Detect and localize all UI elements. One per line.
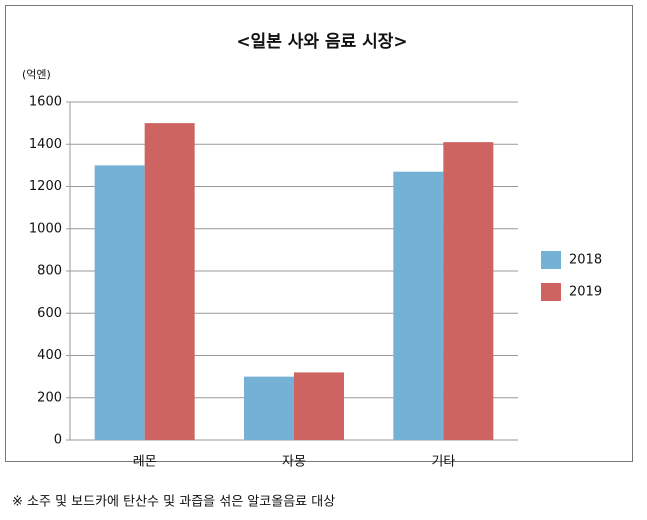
y-tick-label: 1600	[29, 95, 62, 110]
y-tick-label: 400	[37, 348, 62, 363]
y-tick-label: 800	[37, 264, 62, 279]
bar	[294, 372, 344, 440]
bar	[244, 376, 294, 440]
y-tick-label: 1400	[29, 137, 62, 152]
y-tick-label: 0	[54, 433, 62, 448]
y-unit: (억엔)	[22, 68, 51, 81]
chart-title: <일본 사와 음료 시장>	[236, 32, 407, 52]
y-tick-label: 1200	[29, 179, 62, 194]
x-tick-label: 기타	[431, 455, 455, 470]
y-tick-label: 200	[37, 390, 62, 405]
x-tick-label: 레몬	[133, 455, 157, 470]
legend-label: 2019	[569, 285, 602, 300]
footnote: ※ 소주 및 보드카에 탄산수 및 과즙을 섞은 알코올음료 대상	[12, 495, 335, 510]
bar	[393, 171, 444, 440]
y-tick-label: 600	[37, 306, 62, 321]
bar	[94, 165, 145, 440]
legend-swatch	[541, 283, 561, 301]
y-tick-label: 1000	[29, 221, 62, 236]
bar	[144, 123, 195, 440]
x-tick-label: 자몽	[282, 455, 306, 470]
legend-label: 2018	[569, 253, 602, 268]
bar	[443, 142, 494, 440]
legend-swatch	[541, 251, 561, 269]
